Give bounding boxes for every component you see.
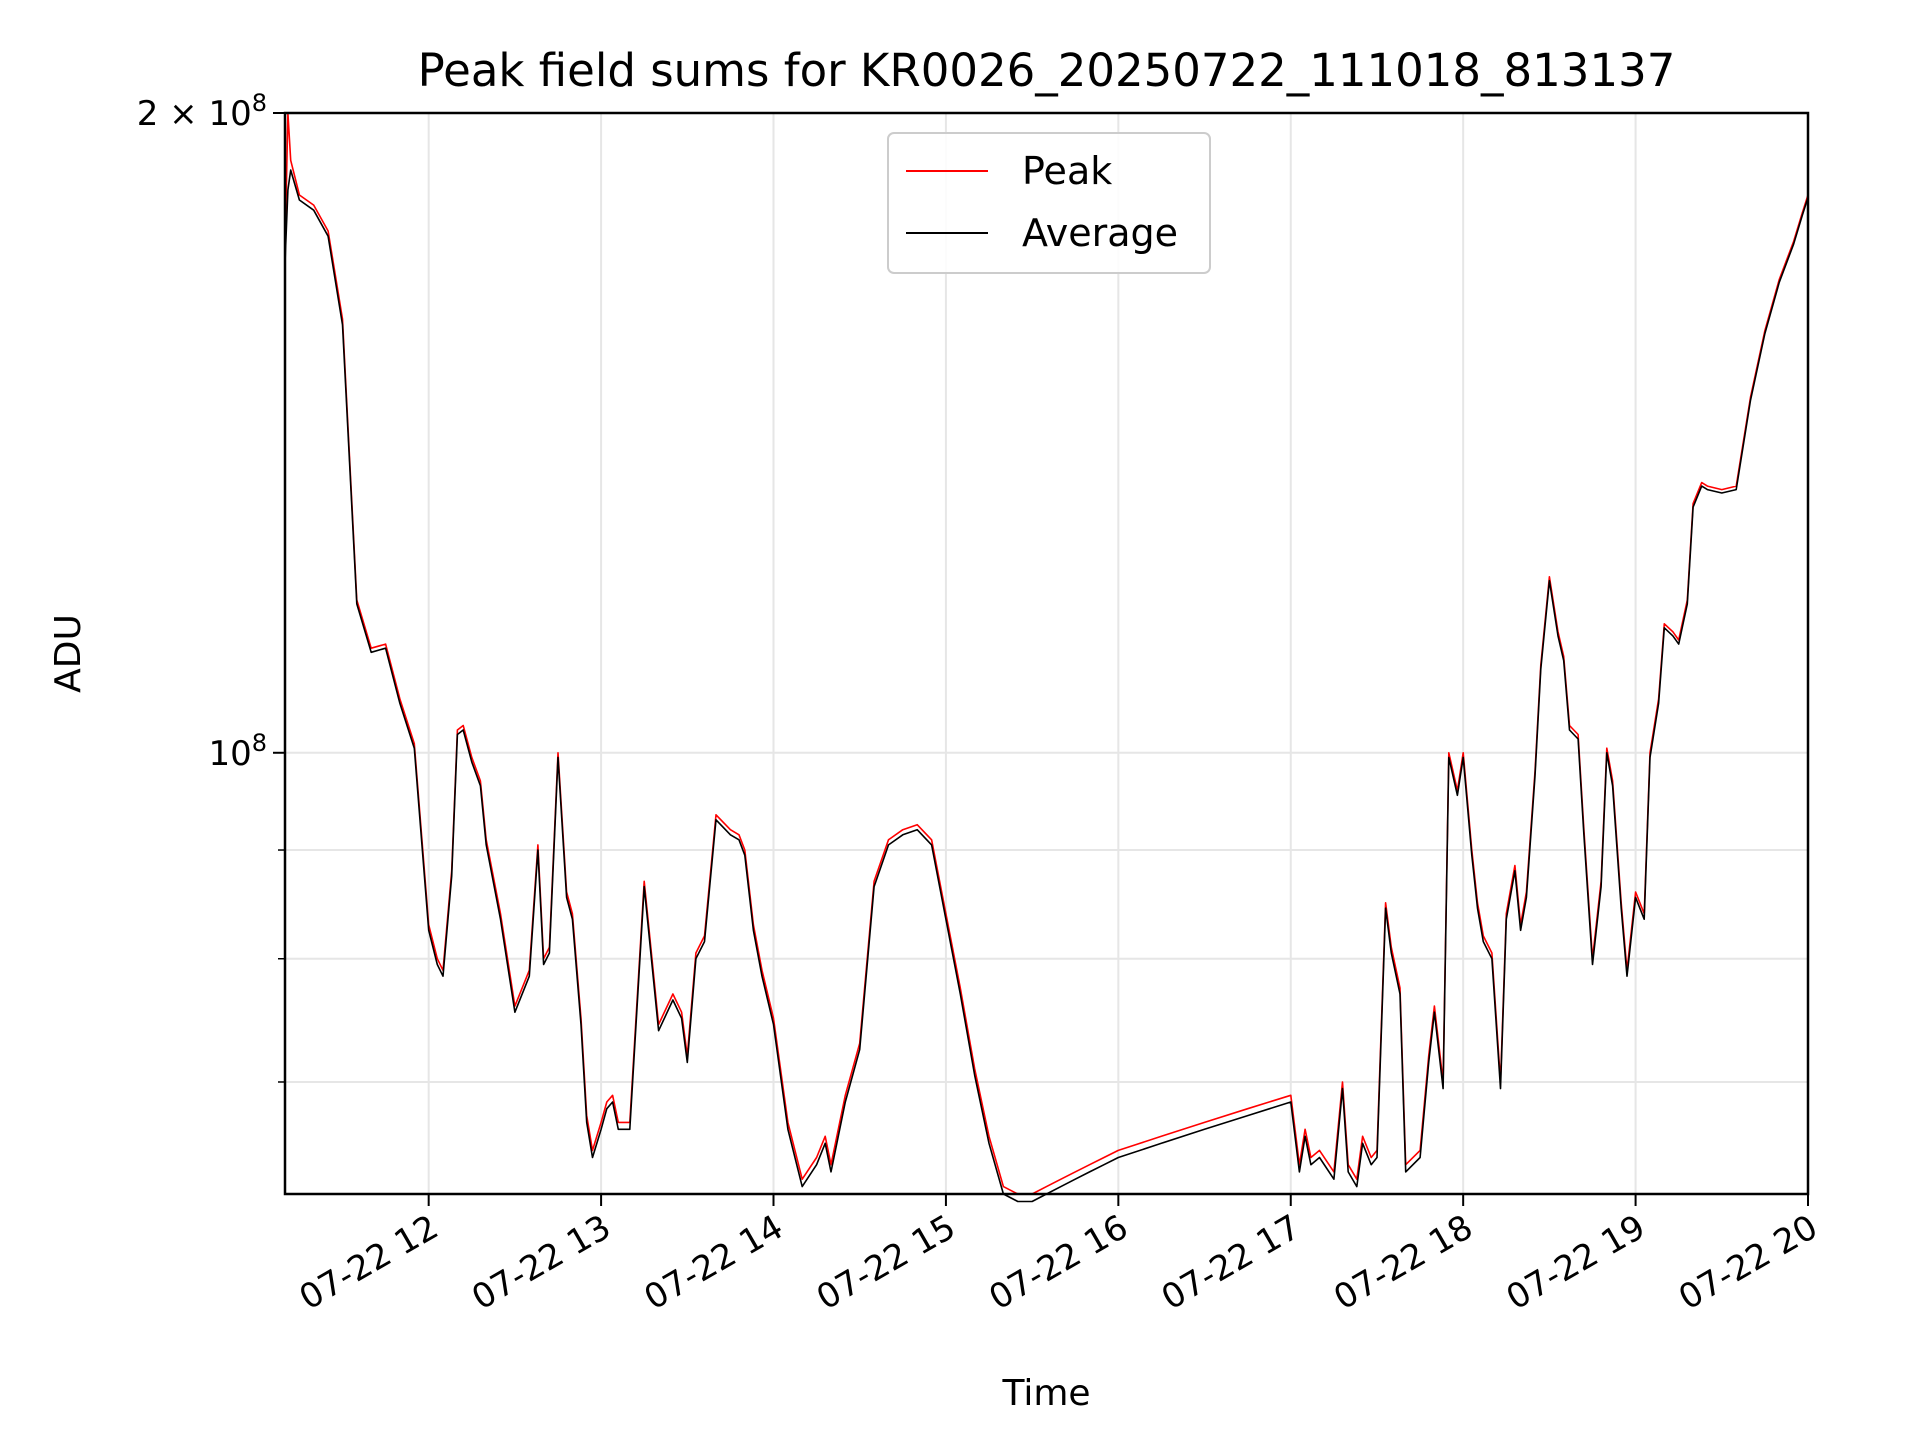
y-axis-label: ADU [48,614,89,693]
plot-lines [284,112,1809,1203]
x-axis-label: Time [1001,1373,1090,1414]
legend-label-peak: Peak [1022,149,1112,193]
plot-frame [283,111,1810,1196]
y-tick-label: 108 [208,729,267,774]
chart-title: Peak field sums for KR0026_20250722_1110… [418,44,1676,97]
legend-label-average: Average [1022,211,1178,255]
y-tick-label: 2 × 108 [137,89,267,134]
legend-box [887,132,1211,274]
series-line-average [284,169,1809,1203]
legend: Peak Average [887,132,1211,274]
